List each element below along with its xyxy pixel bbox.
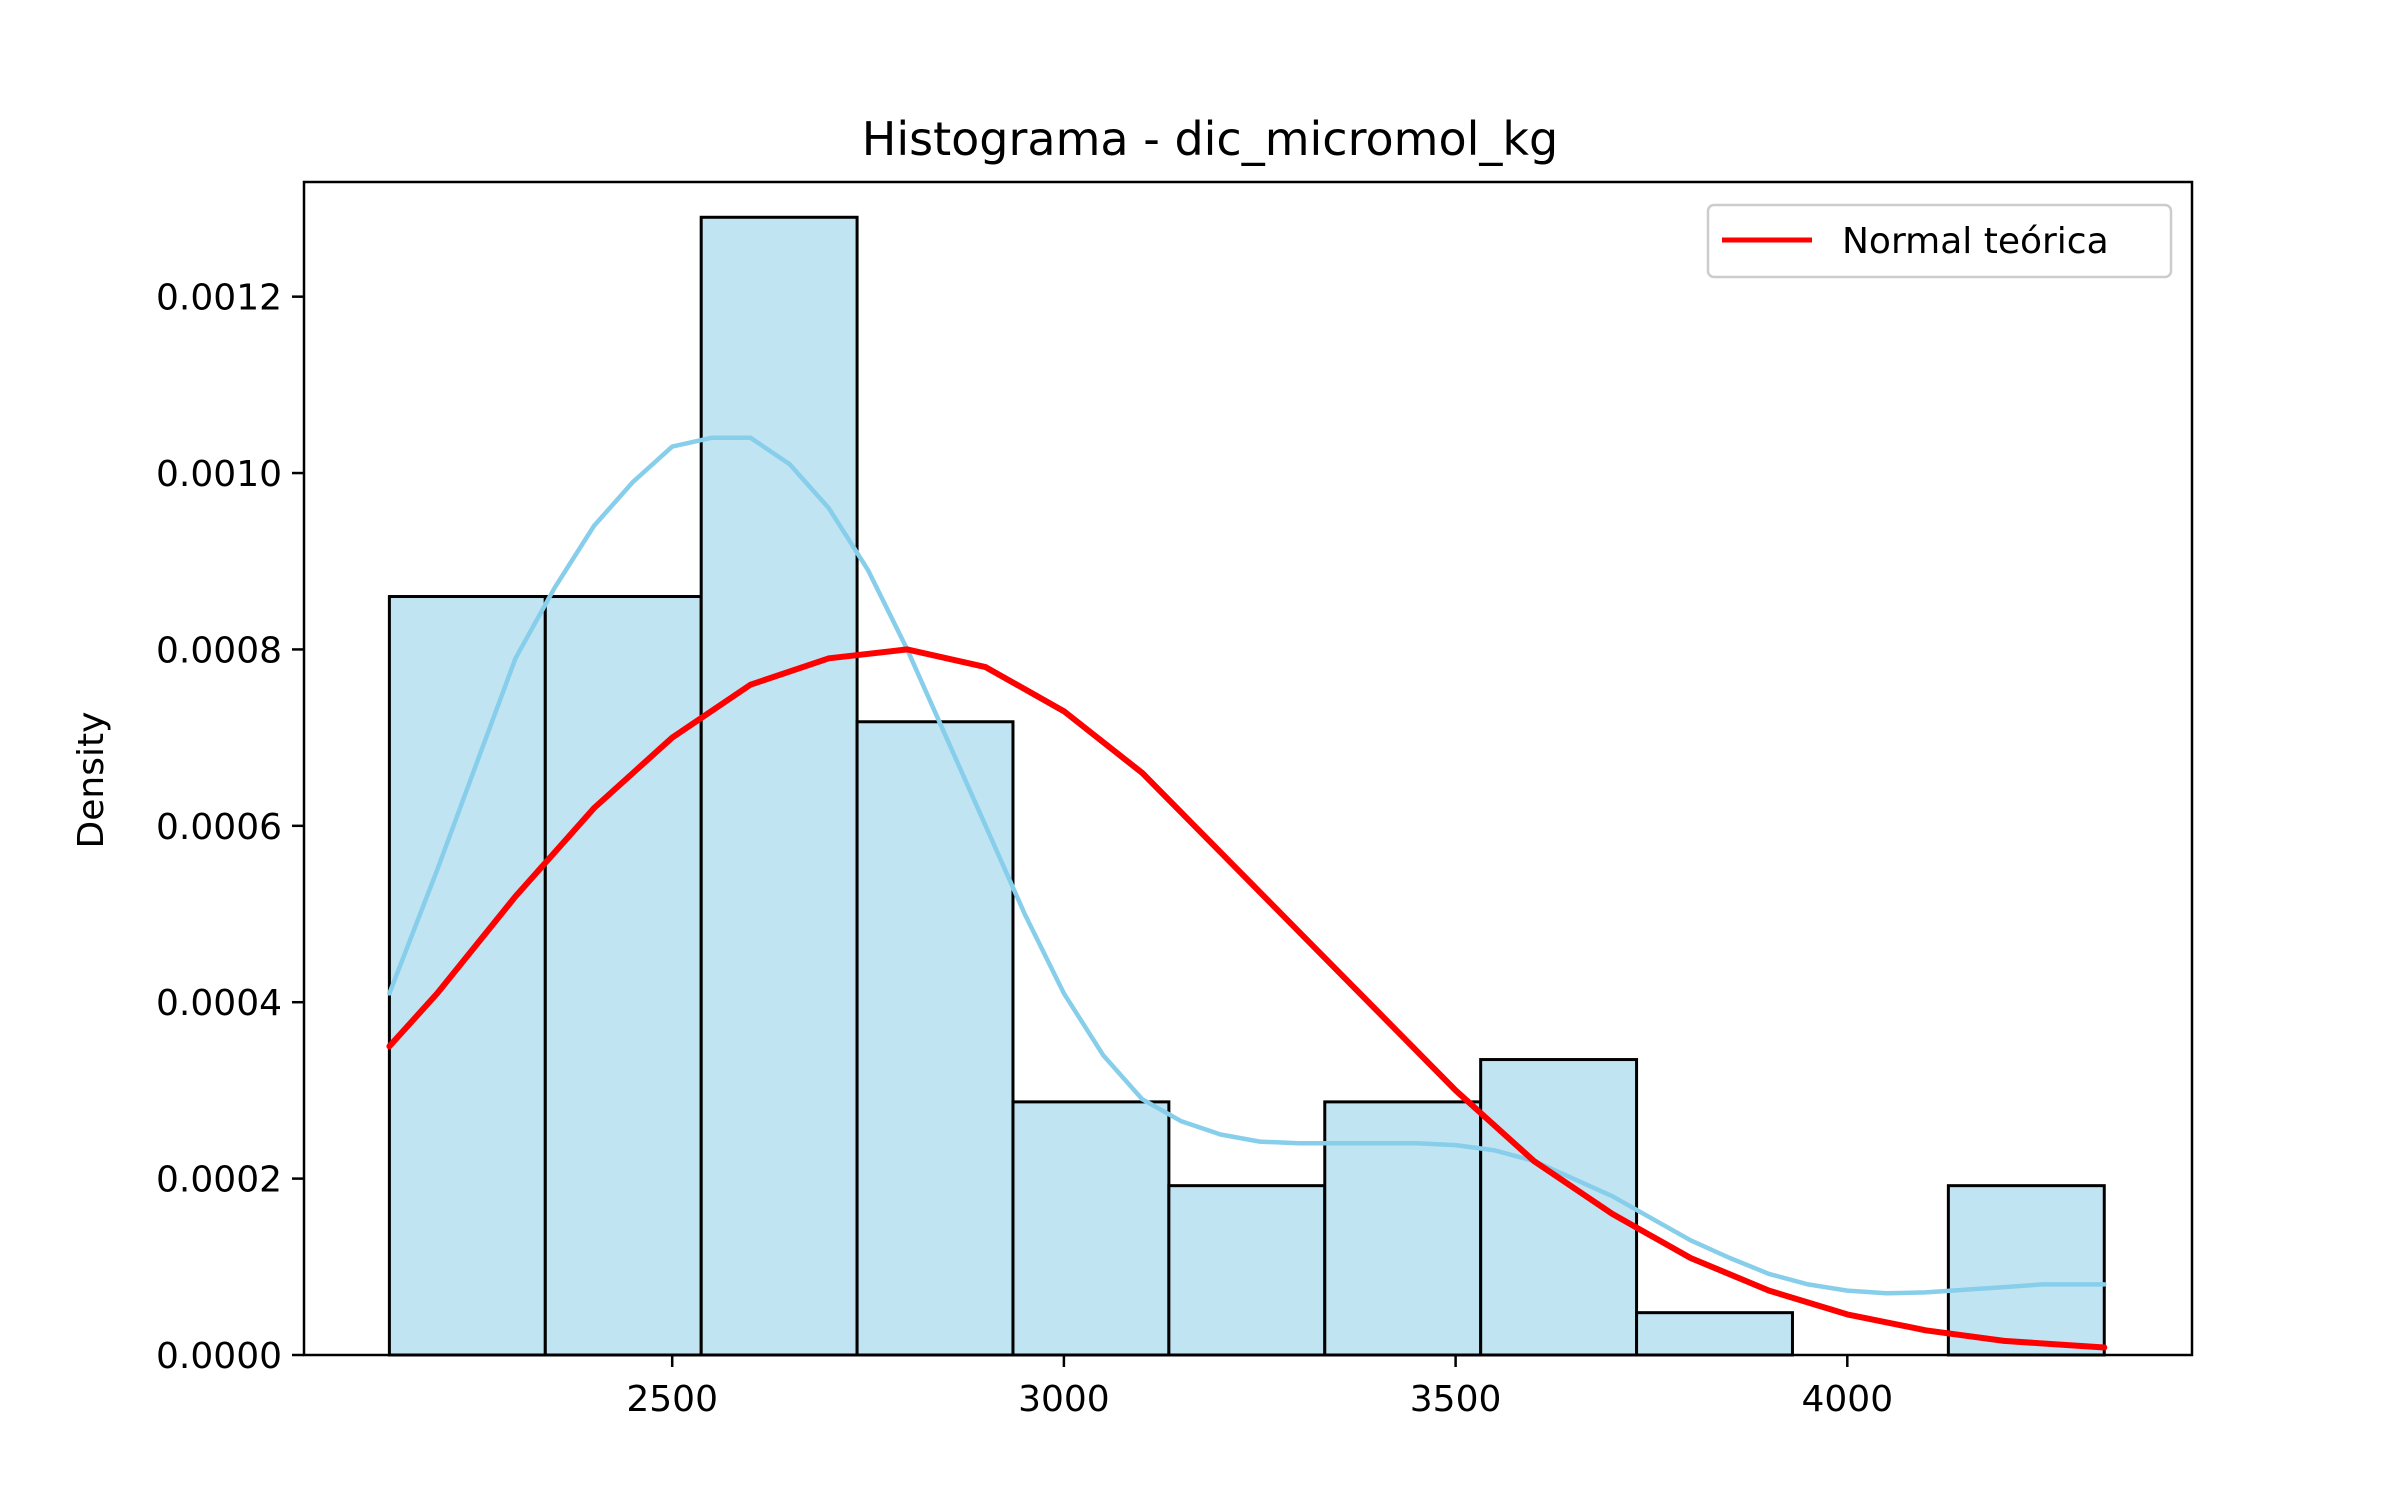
- x-tick-label: 3500: [1410, 1379, 1502, 1420]
- y-axis-label: Density: [71, 712, 112, 849]
- y-tick-label: 0.0006: [156, 807, 282, 848]
- legend-label-normal: Normal teórica: [1842, 221, 2109, 262]
- legend-box: [1706, 203, 2173, 279]
- y-tick-label: 0.0010: [156, 454, 282, 495]
- histogram-bar: [855, 720, 1015, 1357]
- normal-curve: [386, 646, 2108, 1351]
- histogram-bar: [543, 595, 703, 1357]
- histogram-bar: [699, 215, 859, 1357]
- kde-curve: [387, 435, 2107, 1296]
- histogram-bar: [1323, 1100, 1483, 1357]
- x-tick-label: 3000: [1018, 1379, 1110, 1420]
- chart-title: Histograma - dic_micromol_kg: [862, 112, 1558, 166]
- y-tick-label: 0.0012: [156, 278, 282, 319]
- plot-frame: [302, 180, 2194, 1357]
- histogram-bar: [1011, 1100, 1171, 1357]
- histogram-bar: [1946, 1184, 2106, 1357]
- x-tick-label: 2500: [626, 1379, 718, 1420]
- legend: Normal teórica: [1706, 203, 2173, 279]
- y-tick-label: 0.0008: [156, 630, 282, 671]
- y-tick-label: 0.0004: [156, 983, 282, 1024]
- x-tick-label: 4000: [1801, 1379, 1893, 1420]
- y-tick-label: 0.0002: [156, 1160, 282, 1201]
- histogram-bars: [387, 215, 2106, 1357]
- histogram-bar: [1635, 1311, 1794, 1357]
- density-lines: [386, 435, 2108, 1351]
- histogram-bar: [1167, 1184, 1327, 1357]
- histogram-bar: [387, 595, 547, 1357]
- histogram-bar: [1479, 1058, 1639, 1357]
- x-axis-ticks: 2500 3000 3500 4000: [626, 1355, 1893, 1420]
- y-tick-label: 0.0000: [156, 1336, 282, 1377]
- y-axis-ticks: 0.0000 0.0002 0.0004 0.0006 0.0008 0.0010 0.00…: [156, 278, 304, 1377]
